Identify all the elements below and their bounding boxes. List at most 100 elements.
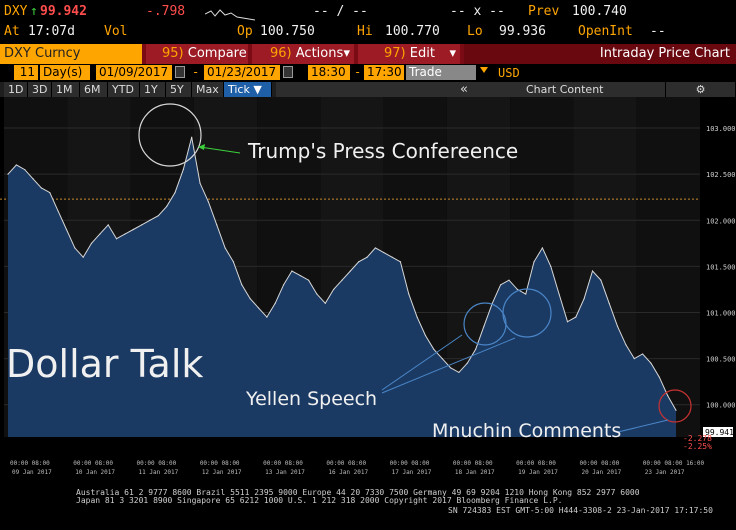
currency-label[interactable]: USD [498,66,520,80]
function-menu-bar: DXY Curncy 95) Compare 96) Actions ▾ 97)… [0,44,736,64]
date-range-dash: - [192,65,200,79]
price-point [433,348,435,350]
start-date-input[interactable]: 01/09/2017 [96,65,172,80]
price-point [90,242,93,244]
compare-button[interactable]: 95) Compare [146,44,248,64]
edit-menu[interactable]: 97) Edit ▾ [358,44,460,64]
mnuchin-circle [658,389,692,423]
actions-menu[interactable]: 96) Actions ▾ [252,44,354,64]
price-point [174,192,176,194]
range-button-max[interactable]: Max [192,82,224,97]
y-tick-label: 103.000 [706,125,736,133]
range-button-1d[interactable]: 1D [4,82,28,97]
gear-icon: ⚙ [695,83,706,96]
price-point [141,224,143,226]
last-time: 17:07d [28,24,75,39]
tick-interval-select[interactable]: Tick ▼ [224,82,272,97]
footer-line-2: Japan 81 3 3201 8900 Singapore 65 6212 1… [76,496,563,505]
footer: Australia 61 2 9777 8600 Brazil 5511 239… [0,482,736,530]
price-point [182,168,184,171]
x-day-label: 23 Jan 2017 [645,469,685,476]
price-point [424,334,427,337]
price-point [500,284,502,286]
calendar-icon[interactable] [175,66,185,78]
end-time-input[interactable]: 17:30 [364,65,404,80]
price-point [333,288,335,291]
price-point [241,284,243,286]
ticker[interactable]: DXY [4,4,28,19]
chevron-down-icon[interactable] [480,67,488,73]
openint-label: OpenInt [578,24,633,39]
price-point [40,187,43,189]
edit-num: 97) [384,46,406,61]
open-value: 100.750 [260,24,315,39]
price-point [633,358,635,360]
price-point [266,316,268,318]
actions-label: Actions [295,46,344,61]
change-abs-label: -2.278 [683,434,712,443]
price-point [366,256,368,258]
range-button-5y[interactable]: 5Y [166,82,192,97]
price-point [341,279,343,281]
page-title: Intraday Price Chart [464,44,736,64]
price-point [15,164,17,166]
price-point [483,325,485,327]
range-button-ytd[interactable]: YTD [108,82,140,97]
range-button-3d[interactable]: 3D [28,82,52,97]
yellen-arrow-1 [381,334,463,391]
price-point [583,298,585,300]
range-toolbar: 1D 3D 1M 6M YTD 1Y 5Y Max Tick ▼ « Chart Conten… [0,82,736,97]
x-day-label: 09 Jan 2017 [12,469,52,476]
low-value: 99.936 [499,24,546,39]
period-input[interactable]: 11 [14,65,38,80]
price-point [399,261,402,263]
price-point [516,288,518,291]
price-point [199,182,201,184]
price-point [541,247,544,249]
chart-content-button[interactable]: Chart Content [498,82,666,97]
price-point [249,298,251,300]
last-value-label: 99.941 [705,428,734,437]
price-point [149,219,151,221]
price-point [274,302,276,304]
time-range-dash: - [354,65,362,79]
x-time-label: 00:00 08:00 [10,460,50,467]
yellen-arrow-2 [381,337,516,394]
price-point [466,362,468,364]
price-point [475,348,477,350]
settings-gear-button[interactable]: ⚙ [666,82,736,97]
change-pct-label: -2.25% [683,442,712,451]
price-point [358,261,360,263]
sparkline-icon [205,9,255,21]
security-field[interactable]: DXY Curncy [0,44,142,64]
price-point [575,316,577,318]
price-point [667,394,669,397]
range-button-1m[interactable]: 1M [52,82,80,97]
price-point [99,233,101,235]
mnuchin-annotation: Mnuchin Comments [432,420,621,442]
range-button-6m[interactable]: 6M [80,82,108,97]
y-axis: 103.000 102.500 102.000 101.500 101.000 100.5… [706,125,736,410]
period-unit-select[interactable]: Day(s) [40,65,90,80]
edit-label: Edit [409,46,435,61]
price-point [508,279,510,281]
dollar-talk-watermark: Dollar Talk [6,342,203,386]
price-point [32,178,34,180]
footer-line-3: SN 724383 EST GMT-5:00 H444-3308-2 23-Ja… [448,506,713,515]
calendar-icon[interactable] [283,66,293,78]
chevron-down-icon: ▾ [343,46,350,61]
price-point [408,293,410,295]
range-button-1y[interactable]: 1Y [140,82,166,97]
price-point [191,136,193,138]
x-time-label: 00:00 08:00 [73,460,113,467]
price-point [132,228,134,231]
event-select[interactable]: Trade [406,65,476,80]
start-time-input[interactable]: 18:30 [308,65,350,80]
collapse-button[interactable]: « [276,82,498,97]
end-date-input[interactable]: 01/23/2017 [204,65,280,80]
double-chevron-left-icon: « [460,82,468,97]
x-day-label: 17 Jan 2017 [392,469,432,476]
price-point [383,251,385,254]
price-point [391,256,393,258]
x-day-label: 10 Jan 2017 [75,469,115,476]
